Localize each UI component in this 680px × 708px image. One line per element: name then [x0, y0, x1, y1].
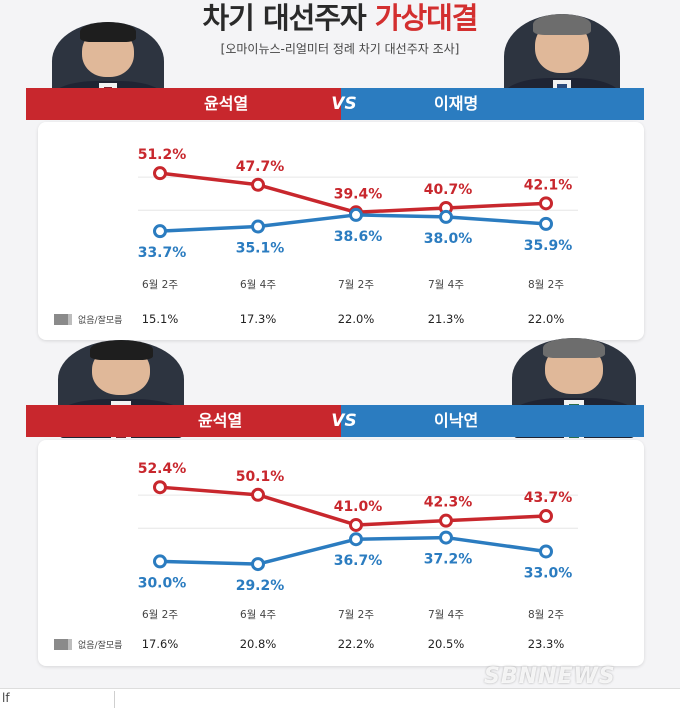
data-label: 47.7%: [236, 159, 285, 175]
category-label: 8월 2주: [528, 279, 564, 291]
data-label: 35.9%: [524, 238, 573, 254]
data-label: 37.2%: [424, 552, 473, 568]
banner-vs: VS: [331, 94, 357, 114]
data-label: 51.2%: [138, 147, 187, 163]
data-point: [251, 487, 265, 502]
line-chart-1: 51.2% 47.7% 39.4% 40.7% 42.1% 33.7% 35.1% 38.6%…: [54, 147, 578, 326]
footer-fragment: lf: [2, 691, 10, 705]
undecided-value: 21.3%: [428, 312, 465, 326]
data-label: 43.7%: [524, 490, 573, 506]
footer-divider: [114, 691, 115, 708]
data-point: [251, 177, 265, 192]
undecided-value: 23.3%: [528, 637, 565, 651]
banner-vs: VS: [331, 411, 357, 431]
title-main: 차기 대선주자: [202, 1, 375, 35]
data-label: 33.7%: [138, 245, 187, 261]
data-point: [349, 517, 363, 532]
page-title: 차기 대선주자 가상대결: [0, 0, 680, 36]
data-label: 38.6%: [334, 229, 383, 245]
watermark: SBNNEWS: [484, 664, 616, 689]
category-label: 6월 4주: [240, 609, 276, 621]
data-label: 33.0%: [524, 565, 573, 581]
undecided-value: 17.3%: [240, 312, 277, 326]
banner-left-name: 윤석열: [198, 411, 243, 430]
data-label: 39.4%: [334, 186, 383, 202]
page-subtitle: [오마이뉴스-리얼미터 정례 차기 대선주자 조사]: [220, 42, 460, 56]
data-point: [153, 224, 167, 239]
category-label: 6월 4주: [240, 279, 276, 291]
category-label: 6월 2주: [142, 279, 178, 291]
data-label: 30.0%: [138, 575, 187, 591]
data-point: [439, 209, 453, 224]
data-point: [539, 509, 553, 524]
undecided-value: 22.0%: [528, 312, 565, 326]
data-label: 38.0%: [424, 231, 473, 247]
data-label: 50.1%: [236, 469, 285, 485]
data-point: [153, 480, 167, 495]
category-label: 7월 4주: [428, 609, 464, 621]
data-point: [153, 166, 167, 181]
footer-strip: lf: [0, 688, 680, 708]
data-label: 36.7%: [334, 553, 383, 569]
data-point: [439, 530, 453, 545]
matchup-banner-2: 윤석열 VS 이낙연: [26, 405, 644, 437]
data-label: 29.2%: [236, 578, 285, 594]
data-point: [349, 532, 363, 547]
undecided-label: 없음/잘모름: [78, 314, 122, 326]
chart-card-1: 51.2% 47.7% 39.4% 40.7% 42.1% 33.7% 35.1% 38.6%…: [38, 122, 644, 340]
banner-left-name: 윤석열: [204, 94, 249, 113]
data-point: [539, 196, 553, 211]
data-label: 40.7%: [424, 182, 473, 198]
undecided-value: 22.0%: [338, 312, 375, 326]
category-label: 7월 2주: [338, 609, 374, 621]
category-label: 7월 2주: [338, 279, 374, 291]
data-point: [251, 557, 265, 572]
data-point: [539, 544, 553, 559]
data-point: [349, 207, 363, 222]
data-label: 41.0%: [334, 499, 383, 515]
data-point: [539, 216, 553, 231]
undecided-swatch: [54, 639, 68, 650]
data-label: 35.1%: [236, 241, 285, 257]
title-accent: 가상대결: [374, 1, 479, 35]
data-point: [439, 513, 453, 528]
undecided-value: 22.2%: [338, 637, 375, 651]
line-chart-2: 52.4% 50.1% 41.0% 42.3% 43.7% 30.0% 29.2% 36.7%…: [54, 461, 578, 651]
data-point: [251, 219, 265, 234]
chart-card-2: 52.4% 50.1% 41.0% 42.3% 43.7% 30.0% 29.2% 36.7%…: [38, 440, 644, 666]
data-label: 52.4%: [138, 461, 187, 477]
data-label: 42.3%: [424, 495, 473, 511]
banner-right-name: 이낙연: [434, 411, 479, 430]
undecided-value: 15.1%: [142, 312, 179, 326]
data-label: 42.1%: [524, 177, 573, 193]
category-label: 8월 2주: [528, 609, 564, 621]
undecided-label: 없음/잘모름: [78, 639, 122, 651]
banner-right-name: 이재명: [434, 94, 479, 113]
category-label: 6월 2주: [142, 609, 178, 621]
category-label: 7월 4주: [428, 279, 464, 291]
undecided-value: 20.8%: [240, 637, 277, 651]
undecided-value: 20.5%: [428, 637, 465, 651]
data-point: [153, 554, 167, 569]
undecided-swatch: [68, 639, 72, 650]
matchup-banner-1: 윤석열 VS 이재명: [26, 88, 644, 120]
undecided-swatch: [54, 314, 68, 325]
undecided-swatch: [68, 314, 72, 325]
undecided-value: 17.6%: [142, 637, 179, 651]
